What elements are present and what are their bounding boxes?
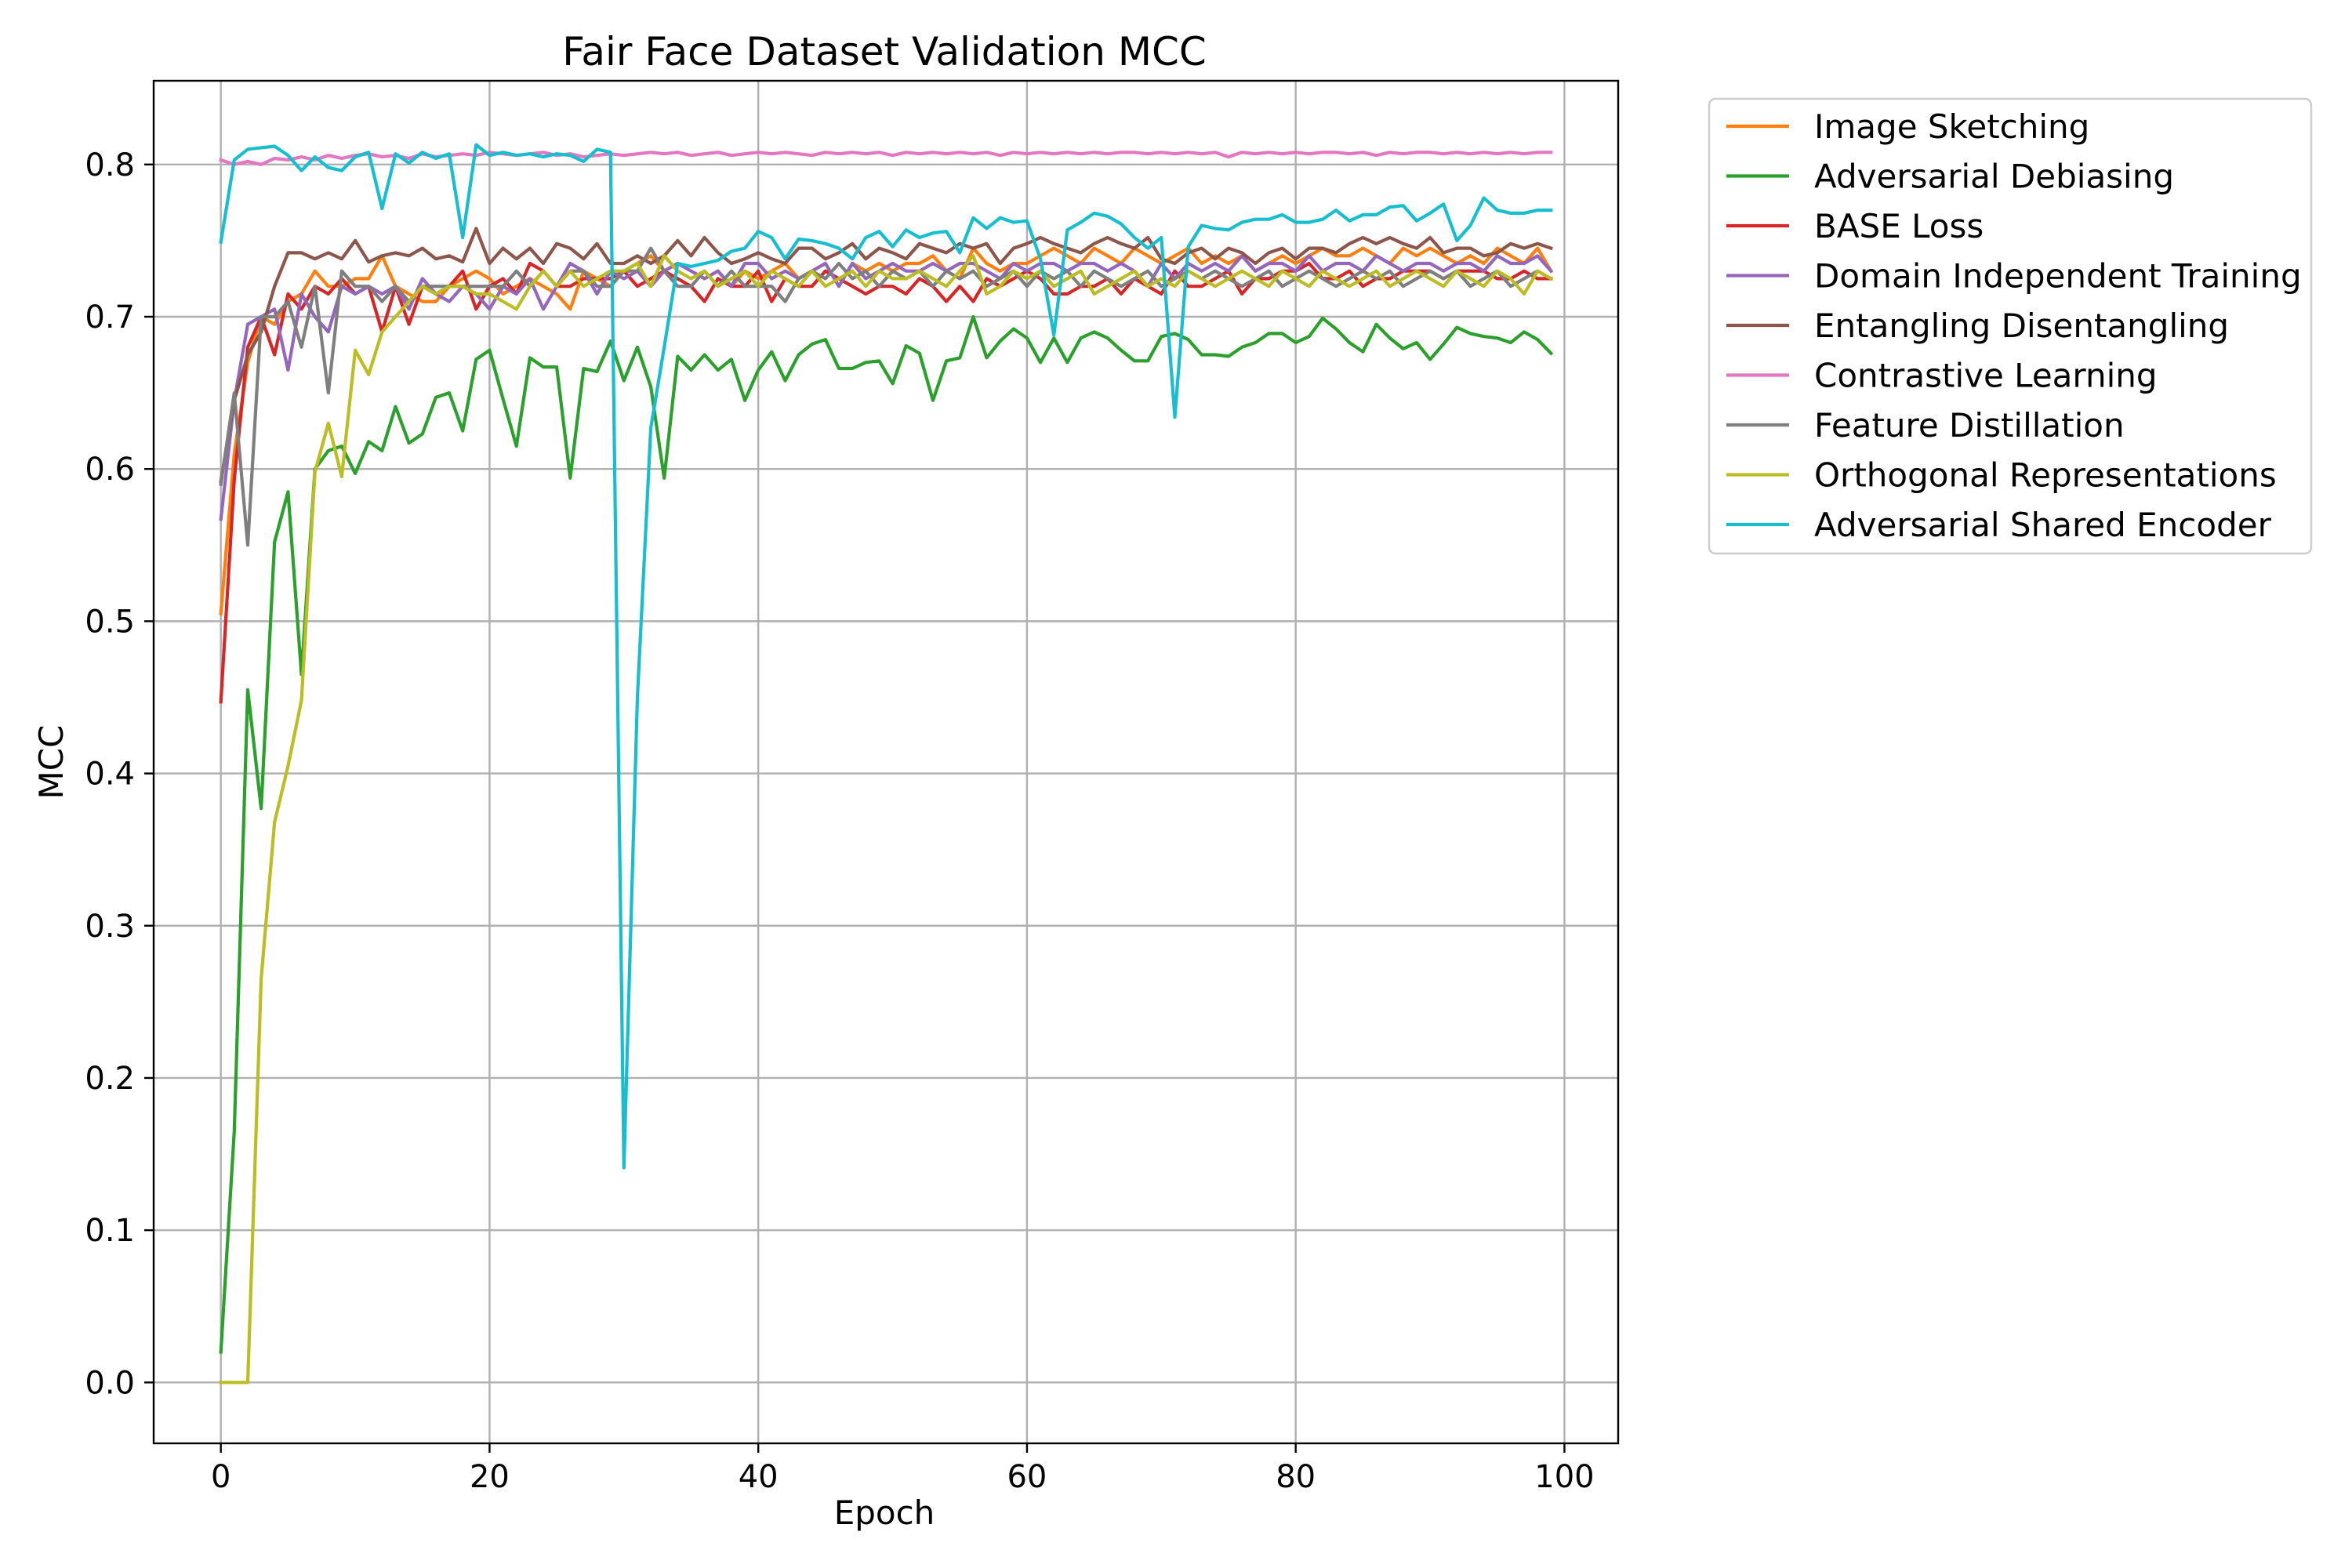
series-line-adversarial-debiasing <box>219 314 1554 1354</box>
x-tick-label: 60 <box>1007 1459 1047 1495</box>
series-line-entangling-disentangling <box>219 227 1553 484</box>
plot-area-frame <box>152 79 1620 1445</box>
grid-lines <box>154 81 1618 1443</box>
legend-label-base-loss: BASE Loss <box>1814 207 1984 245</box>
x-tick-label: 100 <box>1534 1459 1594 1495</box>
x-tick-label: 40 <box>739 1459 779 1495</box>
y-tick-label: 0.2 <box>85 1061 135 1097</box>
legend-label-adversarial-debiasing: Adversarial Debiasing <box>1814 158 2174 196</box>
y-tick-label: 0.8 <box>85 147 135 183</box>
y-axis-label: MCC <box>32 725 71 800</box>
legend-label-adversarial-shared-encoder: Adversarial Shared Encoder <box>1814 506 2272 544</box>
series-line-domain-independent-training <box>219 254 1554 521</box>
legend-frame <box>1708 97 2313 555</box>
y-tick-label: 0.0 <box>85 1365 135 1401</box>
x-tick-label: 20 <box>470 1459 510 1495</box>
series-line-feature-distillation <box>219 246 1554 547</box>
legend-items: Image Sketching Adversarial Debiasing BASE… <box>1726 107 2302 544</box>
y-axis-ticks: 0.0 0.1 0.2 0.3 0.4 0.5 0.6 0.7 0.8 <box>85 147 154 1401</box>
legend-label-entangling-disentangling: Entangling Disentangling <box>1814 307 2229 345</box>
legend-label-orthogonal-representations: Orthogonal Representations <box>1814 456 2277 495</box>
y-tick-label: 0.7 <box>85 299 135 336</box>
y-tick-label: 0.4 <box>85 757 135 793</box>
legend: Image Sketching Adversarial Debiasing BASE… <box>1708 97 2313 555</box>
x-axis-ticks: 0 20 40 60 80 100 <box>211 1443 1595 1495</box>
y-tick-label: 0.5 <box>85 604 135 640</box>
legend-label-feature-distillation: Feature Distillation <box>1814 406 2125 445</box>
y-tick-label: 0.1 <box>85 1213 135 1249</box>
legend-label-domain-independent-training: Domain Independent Training <box>1814 257 2302 296</box>
chart-title: Fair Face Dataset Validation MCC <box>562 29 1207 74</box>
series-lines <box>219 143 1554 1385</box>
y-tick-label: 0.6 <box>85 452 135 488</box>
legend-label-contrastive-learning: Contrastive Learning <box>1814 357 2158 395</box>
x-tick-label: 0 <box>211 1459 230 1495</box>
y-tick-label: 0.3 <box>85 909 135 945</box>
x-tick-label: 80 <box>1276 1459 1316 1495</box>
series-line-orthogonal-representations <box>219 254 1554 1385</box>
x-axis-label: Epoch <box>834 1494 935 1532</box>
legend-label-image-sketching: Image Sketching <box>1814 107 2089 146</box>
series-line-adversarial-shared-encoder <box>219 143 1553 1170</box>
